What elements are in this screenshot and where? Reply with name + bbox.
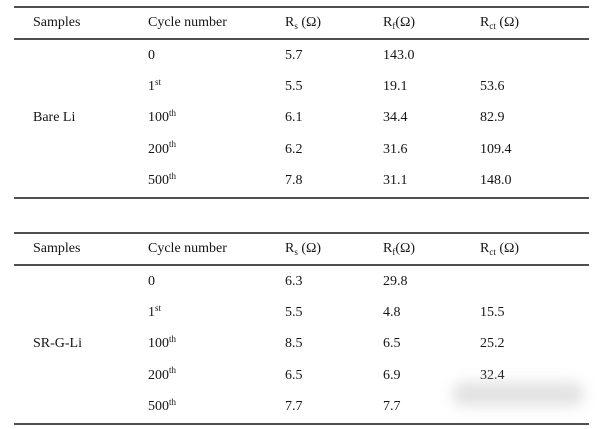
watermark-smudge	[452, 382, 584, 406]
sample-name: SR-G-Li	[33, 336, 82, 352]
header-rs-rest: (Ω)	[297, 15, 322, 30]
header-rf-base: R	[383, 15, 393, 30]
cell-cycle: 0	[148, 40, 285, 71]
header-samples: Samples	[33, 15, 81, 30]
cell-rs: 5.7	[285, 47, 303, 63]
cell-rs: 5.5	[285, 79, 303, 95]
cycle-sup: th	[169, 333, 177, 344]
cell-rct	[480, 266, 589, 297]
cell-rs: 6.5	[285, 367, 303, 383]
header-rct-rest: (Ω)	[495, 15, 520, 30]
cell-rct: 109.4	[480, 141, 512, 157]
cycle-sup: th	[169, 139, 177, 150]
cell-rs: 6.3	[285, 273, 303, 289]
cycle-base: 200	[148, 367, 169, 383]
cell-rct: 53.6	[480, 79, 505, 95]
cycle-base: 1	[148, 305, 155, 321]
cell-rs: 7.7	[285, 399, 303, 415]
header-cycle-number: Cycle number	[148, 241, 227, 256]
cycle-sup: th	[169, 170, 177, 181]
cell-rf: 6.9	[383, 367, 401, 383]
cell-rf: 7.7	[383, 399, 401, 415]
header-samples: Samples	[33, 241, 81, 256]
cell-rs: 6.2	[285, 141, 303, 157]
cycle-sup: th	[169, 107, 177, 118]
cell-rf: 31.1	[383, 173, 408, 189]
cell-rs: 8.5	[285, 336, 303, 352]
cell-rf: 6.5	[383, 336, 401, 352]
cell-rct: 15.5	[480, 305, 505, 321]
cycle-sup: st	[155, 302, 162, 313]
cycle-sup: th	[169, 365, 177, 376]
cycle-base: 1	[148, 79, 155, 95]
cell-rf: 4.8	[383, 305, 401, 321]
cycle-sup: st	[155, 76, 162, 87]
cell-rs: 6.1	[285, 110, 303, 126]
cell-rct: 148.0	[480, 173, 512, 189]
cycle-base: 100	[148, 110, 169, 126]
header-rf-sub: f	[392, 246, 396, 257]
header-rs-rest: (Ω)	[297, 241, 322, 256]
header-rct-sub: ct	[489, 246, 496, 257]
cycle-base: 500	[148, 399, 169, 415]
cell-rs: 5.5	[285, 305, 303, 321]
header-rf-base: R	[383, 241, 393, 256]
cycle-base: 100	[148, 336, 169, 352]
cell-rf: 29.8	[383, 273, 408, 289]
cell-rf: 143.0	[383, 47, 415, 63]
cycle-base: 200	[148, 141, 169, 157]
header-rs-sub: s	[294, 246, 298, 257]
cell-rct: 82.9	[480, 110, 505, 126]
header-rs-sub: s	[294, 20, 298, 31]
header-rct-base: R	[480, 241, 490, 256]
cycle-base: 0	[148, 47, 155, 63]
cycle-base: 0	[148, 273, 155, 289]
header-rf-rest: (Ω)	[395, 15, 416, 30]
cycle-base: 500	[148, 173, 169, 189]
header-rs-base: R	[285, 241, 295, 256]
sample-name: Bare Li	[33, 110, 76, 126]
header-rs-base: R	[285, 15, 295, 30]
header-rf-rest: (Ω)	[395, 241, 416, 256]
cell-rf: 19.1	[383, 79, 408, 95]
header-rct-sub: ct	[489, 20, 496, 31]
header-rct-base: R	[480, 15, 490, 30]
cell-cycle: 0	[148, 266, 285, 297]
cell-rf: 31.6	[383, 141, 408, 157]
header-cycle-number: Cycle number	[148, 15, 227, 30]
cell-rct: 32.4	[480, 367, 505, 383]
cell-rct: 25.2	[480, 336, 505, 352]
cell-rs: 7.8	[285, 173, 303, 189]
header-rf-sub: f	[392, 20, 396, 31]
cycle-sup: th	[169, 396, 177, 407]
cell-rf: 34.4	[383, 110, 408, 126]
cell-rct	[480, 40, 589, 71]
header-rct-rest: (Ω)	[495, 241, 520, 256]
